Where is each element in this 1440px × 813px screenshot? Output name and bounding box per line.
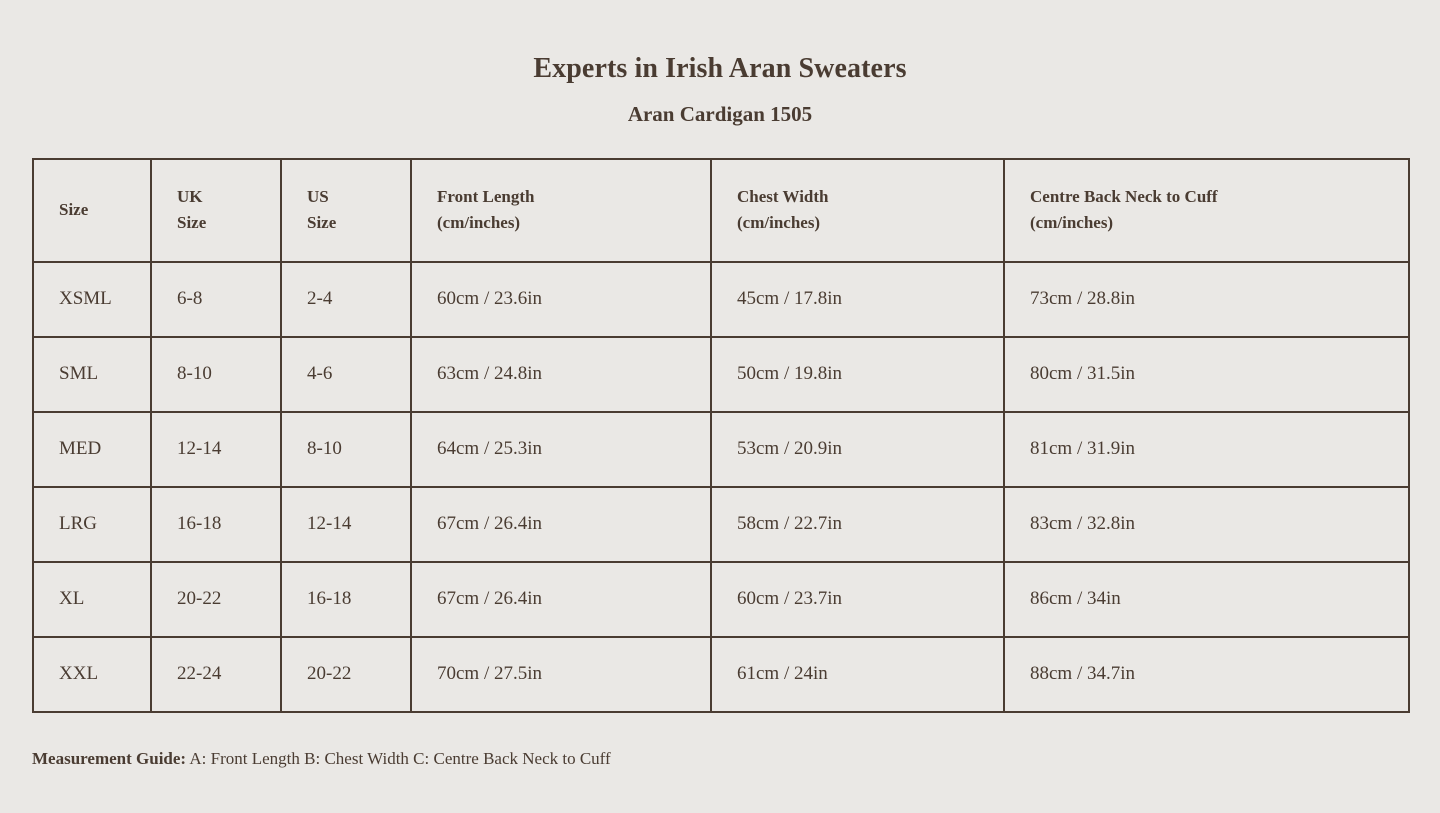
cell-centre-back-neck-to-cuff: 88cm / 34.7in [1003,635,1410,713]
cell-us-size: 16-18 [280,560,412,638]
cell-uk-size: 20-22 [150,560,282,638]
table-row: XL 20-22 16-18 67cm / 26.4in 60cm / 23.7… [32,560,1410,638]
cell-chest-width: 45cm / 17.8in [710,260,1005,338]
cell-uk-size: 6-8 [150,260,282,338]
cell-front-length: 67cm / 26.4in [410,560,712,638]
measurement-guide: Measurement Guide: A: Front Length B: Ch… [32,747,1408,771]
cell-front-length: 64cm / 25.3in [410,410,712,488]
column-header-front-length: Front Length (cm/inches) [410,157,712,263]
table-header-row: Size UK Size US Size Front Length (cm/in… [32,157,1410,263]
table-row: LRG 16-18 12-14 67cm / 26.4in 58cm / 22.… [32,485,1410,563]
size-table-container: Size UK Size US Size Front Length (cm/in… [32,157,1410,713]
measurement-guide-text: A: Front Length B: Chest Width C: Centre… [189,748,611,768]
column-header-uk-size-line1: UK [177,186,203,206]
table-body: XSML 6-8 2-4 60cm / 23.6in 45cm / 17.8in… [32,260,1410,713]
product-subtitle: Aran Cardigan 1505 [627,101,813,126]
cell-uk-size: 16-18 [150,485,282,563]
cell-size: XXL [32,635,152,713]
column-header-centre-back-neck-to-cuff-line1: Centre Back Neck to Cuff [1030,186,1218,206]
page-title: Experts in Irish Aran Sweaters [533,53,907,84]
cell-chest-width: 53cm / 20.9in [710,410,1005,488]
cell-size: XL [32,560,152,638]
cell-uk-size: 12-14 [150,410,282,488]
cell-chest-width: 58cm / 22.7in [710,485,1005,563]
cell-uk-size: 8-10 [150,335,282,413]
cell-centre-back-neck-to-cuff: 83cm / 32.8in [1003,485,1410,563]
cell-chest-width: 61cm / 24in [710,635,1005,713]
size-chart-table: Size UK Size US Size Front Length (cm/in… [32,157,1410,713]
cell-centre-back-neck-to-cuff: 80cm / 31.5in [1003,335,1410,413]
column-header-uk-size: UK Size [150,157,282,263]
column-header-size-line1: Size [59,200,89,220]
table-row: XSML 6-8 2-4 60cm / 23.6in 45cm / 17.8in… [32,260,1410,338]
cell-centre-back-neck-to-cuff: 86cm / 34in [1003,560,1410,638]
measurement-guide-label: Measurement Guide: [32,748,187,768]
column-header-front-length-line1: Front Length [437,186,535,206]
cell-front-length: 63cm / 24.8in [410,335,712,413]
column-header-centre-back-neck-to-cuff-line2: (cm/inches) [1030,213,1114,233]
cell-centre-back-neck-to-cuff: 73cm / 28.8in [1003,260,1410,338]
cell-chest-width: 50cm / 19.8in [710,335,1005,413]
cell-uk-size: 22-24 [150,635,282,713]
cell-size: LRG [32,485,152,563]
cell-us-size: 12-14 [280,485,412,563]
cell-front-length: 70cm / 27.5in [410,635,712,713]
table-row: MED 12-14 8-10 64cm / 25.3in 53cm / 20.9… [32,410,1410,488]
cell-front-length: 60cm / 23.6in [410,260,712,338]
column-header-uk-size-line2: Size [177,213,207,233]
table-row: SML 8-10 4-6 63cm / 24.8in 50cm / 19.8in… [32,335,1410,413]
cell-centre-back-neck-to-cuff: 81cm / 31.9in [1003,410,1410,488]
column-header-size: Size [32,157,152,263]
table-row: XXL 22-24 20-22 70cm / 27.5in 61cm / 24i… [32,635,1410,713]
cell-us-size: 2-4 [280,260,412,338]
cell-us-size: 4-6 [280,335,412,413]
cell-chest-width: 60cm / 23.7in [710,560,1005,638]
cell-us-size: 8-10 [280,410,412,488]
cell-us-size: 20-22 [280,635,412,713]
column-header-chest-width-line1: Chest Width [737,186,829,206]
column-header-us-size: US Size [280,157,412,263]
cell-size: MED [32,410,152,488]
column-header-chest-width: Chest Width (cm/inches) [710,157,1005,263]
column-header-us-size-line2: Size [307,213,337,233]
table-header: Size UK Size US Size Front Length (cm/in… [32,157,1410,263]
column-header-front-length-line2: (cm/inches) [437,213,521,233]
cell-size: XSML [32,260,152,338]
cell-front-length: 67cm / 26.4in [410,485,712,563]
column-header-centre-back-neck-to-cuff: Centre Back Neck to Cuff (cm/inches) [1003,157,1410,263]
column-header-us-size-line1: US [307,186,329,206]
cell-size: SML [32,335,152,413]
column-header-chest-width-line2: (cm/inches) [737,213,821,233]
